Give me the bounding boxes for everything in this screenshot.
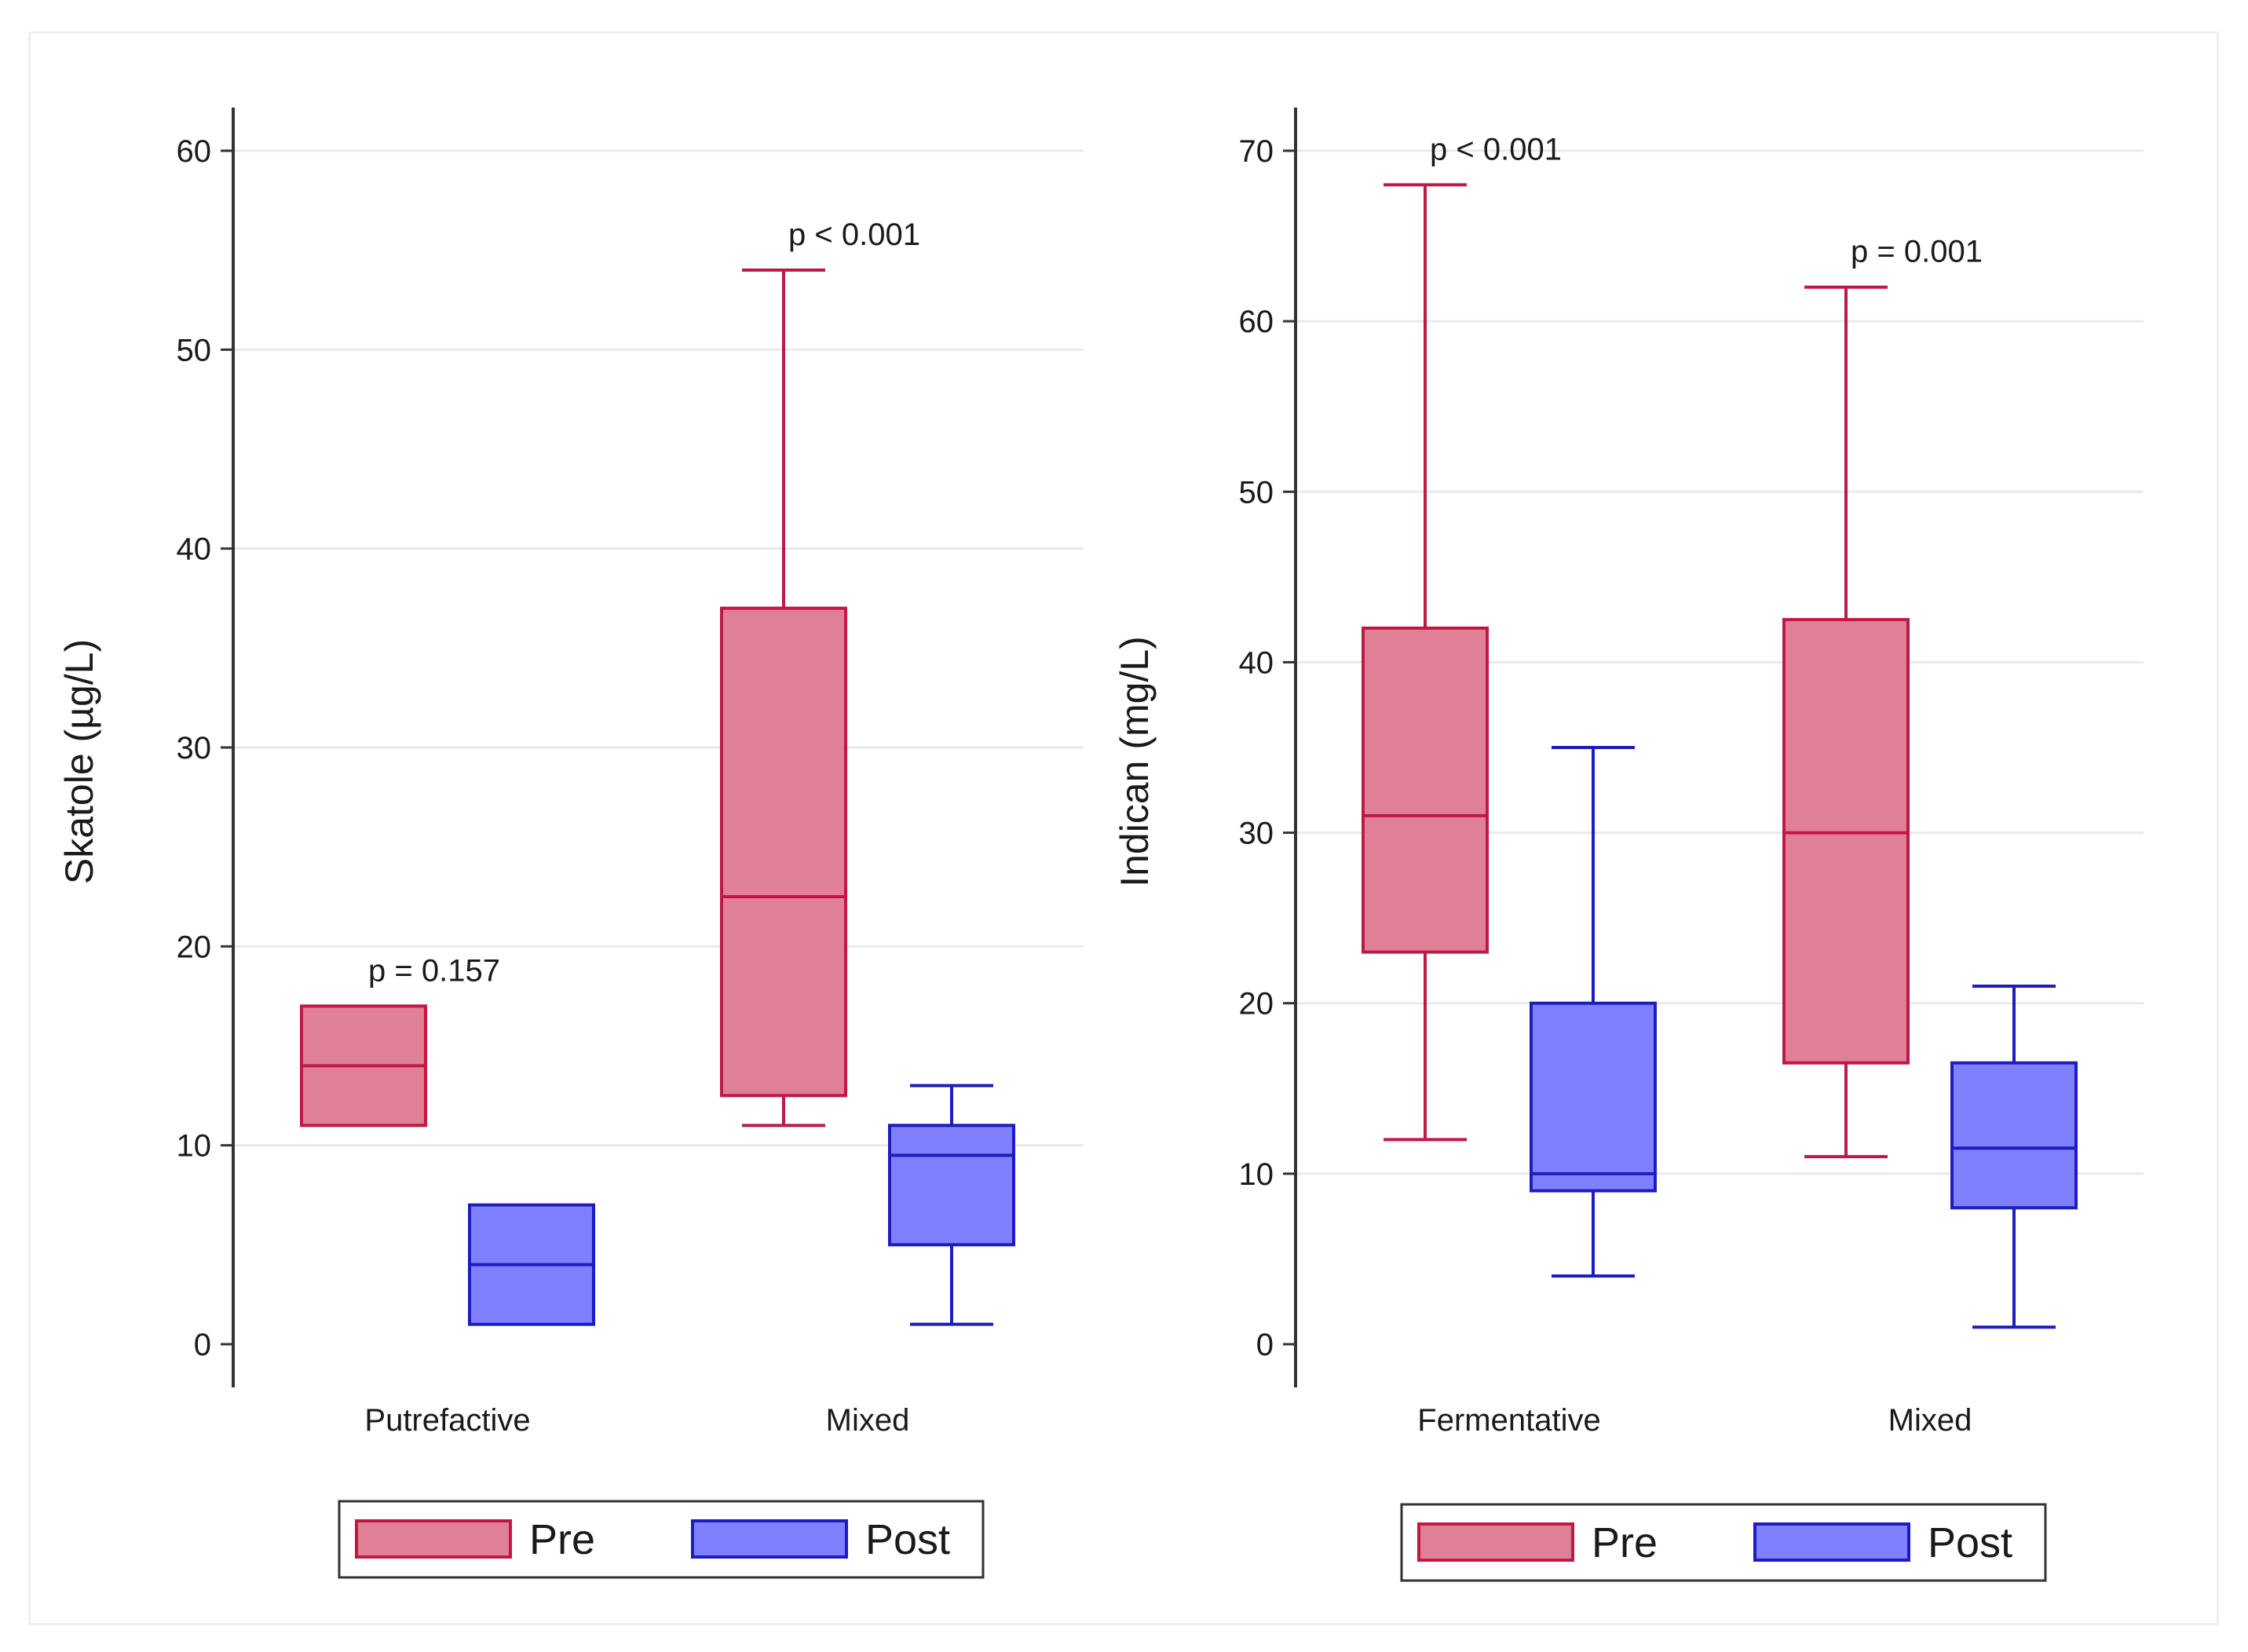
y-tick-label: 20: [1239, 987, 1274, 1022]
box-post-fermentative: [1530, 746, 1657, 1278]
y-axis-label: Skatole (µg/L): [57, 639, 101, 884]
box-post-mixed: [888, 1084, 1015, 1326]
y-tick-label: 30: [177, 731, 212, 766]
y-tick-label: 70: [1239, 134, 1274, 169]
y-tick-label: 0: [194, 1328, 211, 1362]
x-tick-label: Mixed: [826, 1403, 910, 1438]
box-pre-mixed: [1782, 285, 1910, 1159]
iqr-box: [888, 1124, 1015, 1247]
legend-label-post: Post: [865, 1516, 950, 1563]
iqr-box: [1530, 1001, 1657, 1193]
y-tick-label: 10: [177, 1129, 212, 1164]
y-tick-label: 40: [177, 532, 212, 567]
iqr-box: [1782, 618, 1910, 1065]
legend: Pre Post: [338, 1500, 985, 1579]
p-value-annotation: p = 0.001: [1851, 235, 1983, 269]
y-tick-label: 50: [1239, 475, 1274, 510]
y-tick-label: 10: [1239, 1157, 1274, 1192]
legend-swatch-post: [691, 1519, 848, 1559]
box-pre-mixed: [720, 269, 847, 1128]
x-tick-label: Fermentative: [1417, 1403, 1600, 1438]
x-tick-label: Putrefactive: [364, 1403, 530, 1438]
p-value-annotation: p < 0.001: [1430, 132, 1562, 166]
chart-panel-2: 0 10 20 30 40 50 60 70 Indican (mg/L) Fermentativ…: [1113, 108, 2144, 1582]
legend-swatch-pre: [1417, 1522, 1574, 1562]
legend-label-post: Post: [1928, 1519, 2012, 1566]
y-tick-label: 0: [1256, 1328, 1274, 1362]
legend-swatch-pre: [355, 1519, 512, 1559]
iqr-box: [720, 606, 847, 1098]
legend-label-pre: Pre: [529, 1516, 595, 1563]
box-post-mixed: [1950, 985, 2078, 1329]
y-tick-label: 20: [177, 930, 212, 964]
legend: Pre Post: [1400, 1503, 2047, 1582]
y-tick-label: 60: [1239, 305, 1274, 339]
y-tick-label: 30: [1239, 817, 1274, 851]
box-pre-putrefactive: [300, 1004, 427, 1128]
legend-label-pre: Pre: [1592, 1519, 1658, 1566]
legend-swatch-post: [1753, 1522, 1910, 1562]
box-pre-fermentative: [1362, 183, 1489, 1142]
y-tick-label: 60: [177, 134, 212, 169]
iqr-box: [1362, 627, 1489, 954]
p-value-annotation: p = 0.157: [368, 953, 500, 988]
y-axis-label: Indican (mg/L): [1113, 636, 1157, 887]
x-tick-label: Mixed: [1888, 1403, 1972, 1438]
y-tick-label: 50: [177, 333, 212, 367]
box-post-putrefactive: [468, 1203, 595, 1326]
chart-panel-1: 0 10 20 30 40 50 60 Skatole (µg/L) Putrefactive M…: [57, 108, 1084, 1579]
y-tick-label: 40: [1239, 645, 1274, 680]
iqr-box: [1950, 1061, 2078, 1210]
p-value-annotation: p < 0.001: [788, 217, 920, 252]
